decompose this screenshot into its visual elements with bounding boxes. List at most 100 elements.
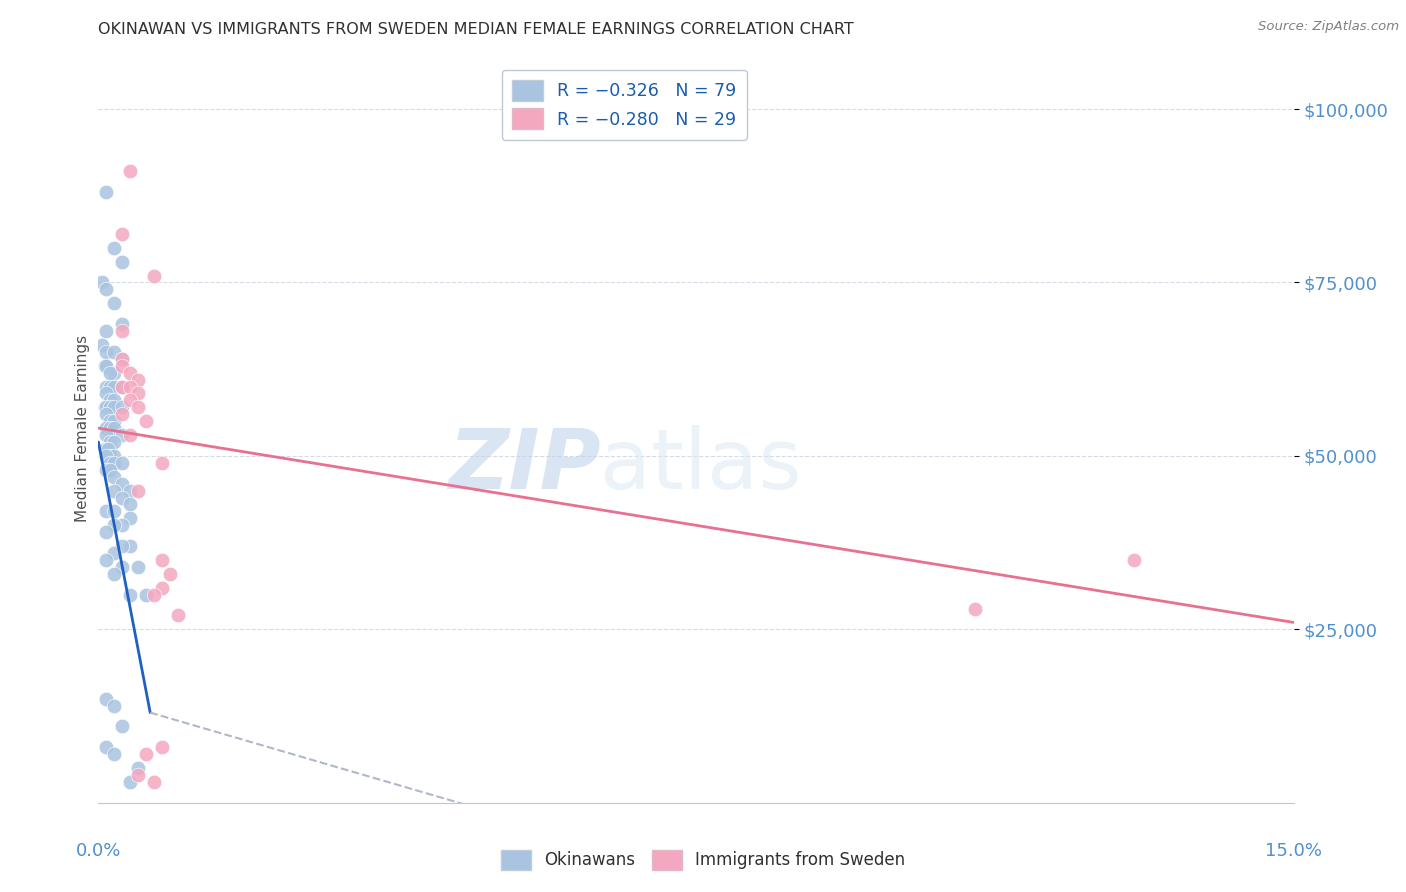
Point bbox=[120, 775, 142, 789]
Point bbox=[103, 241, 125, 255]
Point bbox=[127, 761, 149, 775]
Point bbox=[96, 740, 118, 755]
Point bbox=[120, 428, 142, 442]
Text: ZIP: ZIP bbox=[447, 425, 600, 506]
Point bbox=[103, 344, 125, 359]
Point bbox=[150, 581, 173, 595]
Point bbox=[98, 449, 122, 463]
Point bbox=[120, 379, 142, 393]
Point bbox=[103, 379, 125, 393]
Point bbox=[103, 469, 125, 483]
Point bbox=[98, 414, 122, 428]
Point bbox=[111, 428, 134, 442]
Point bbox=[111, 539, 134, 553]
Point bbox=[103, 483, 125, 498]
Point bbox=[963, 601, 986, 615]
Point bbox=[96, 691, 118, 706]
Point bbox=[135, 588, 157, 602]
Point bbox=[150, 456, 173, 470]
Point bbox=[98, 463, 122, 477]
Point bbox=[127, 768, 149, 782]
Point bbox=[103, 449, 125, 463]
Point bbox=[96, 442, 118, 456]
Point bbox=[111, 254, 134, 268]
Point bbox=[111, 518, 134, 533]
Point bbox=[111, 401, 134, 415]
Point bbox=[96, 379, 118, 393]
Point bbox=[96, 344, 118, 359]
Point bbox=[96, 407, 118, 421]
Point bbox=[127, 483, 149, 498]
Point bbox=[96, 553, 118, 567]
Point bbox=[127, 401, 149, 415]
Point bbox=[96, 449, 118, 463]
Point bbox=[111, 719, 134, 733]
Text: OKINAWAN VS IMMIGRANTS FROM SWEDEN MEDIAN FEMALE EARNINGS CORRELATION CHART: OKINAWAN VS IMMIGRANTS FROM SWEDEN MEDIA… bbox=[98, 22, 855, 37]
Point bbox=[98, 393, 122, 408]
Point bbox=[111, 351, 134, 366]
Point bbox=[94, 359, 117, 373]
Point bbox=[135, 747, 157, 762]
Point bbox=[96, 386, 118, 401]
Point bbox=[120, 483, 142, 498]
Point bbox=[150, 740, 173, 755]
Point bbox=[96, 359, 118, 373]
Point bbox=[96, 525, 118, 540]
Y-axis label: Median Female Earnings: Median Female Earnings bbox=[75, 334, 90, 522]
Point bbox=[111, 317, 134, 331]
Point bbox=[111, 407, 134, 421]
Point bbox=[135, 414, 157, 428]
Point bbox=[96, 428, 118, 442]
Point bbox=[111, 560, 134, 574]
Point bbox=[127, 560, 149, 574]
Point bbox=[103, 421, 125, 435]
Point bbox=[103, 414, 125, 428]
Point bbox=[120, 588, 142, 602]
Point bbox=[96, 504, 118, 518]
Point bbox=[96, 463, 118, 477]
Point bbox=[94, 442, 117, 456]
Point bbox=[103, 435, 125, 450]
Point bbox=[1123, 553, 1146, 567]
Point bbox=[98, 366, 122, 380]
Text: 15.0%: 15.0% bbox=[1265, 842, 1322, 860]
Legend: R = −0.326   N = 79, R = −0.280   N = 29: R = −0.326 N = 79, R = −0.280 N = 29 bbox=[502, 70, 747, 140]
Point bbox=[111, 379, 134, 393]
Point bbox=[120, 539, 142, 553]
Point bbox=[111, 227, 134, 241]
Point bbox=[150, 553, 173, 567]
Point bbox=[103, 366, 125, 380]
Point bbox=[111, 379, 134, 393]
Point bbox=[103, 566, 125, 581]
Point bbox=[94, 401, 117, 415]
Point bbox=[91, 276, 114, 290]
Point bbox=[111, 491, 134, 505]
Point bbox=[98, 421, 122, 435]
Point bbox=[111, 324, 134, 338]
Point bbox=[159, 566, 181, 581]
Point bbox=[143, 588, 166, 602]
Point bbox=[120, 393, 142, 408]
Point bbox=[103, 401, 125, 415]
Text: atlas: atlas bbox=[600, 425, 801, 506]
Legend: Okinawans, Immigrants from Sweden: Okinawans, Immigrants from Sweden bbox=[494, 843, 912, 877]
Point bbox=[120, 366, 142, 380]
Point bbox=[127, 373, 149, 387]
Point bbox=[143, 268, 166, 283]
Point bbox=[120, 511, 142, 525]
Point bbox=[111, 476, 134, 491]
Point bbox=[98, 456, 122, 470]
Point bbox=[103, 504, 125, 518]
Point bbox=[111, 456, 134, 470]
Point bbox=[103, 698, 125, 713]
Text: 0.0%: 0.0% bbox=[76, 842, 121, 860]
Point bbox=[167, 608, 190, 623]
Point bbox=[91, 338, 114, 352]
Point bbox=[97, 442, 120, 456]
Point bbox=[111, 359, 134, 373]
Point bbox=[143, 775, 166, 789]
Point bbox=[96, 324, 118, 338]
Point bbox=[103, 518, 125, 533]
Point bbox=[103, 393, 125, 408]
Point bbox=[96, 186, 118, 200]
